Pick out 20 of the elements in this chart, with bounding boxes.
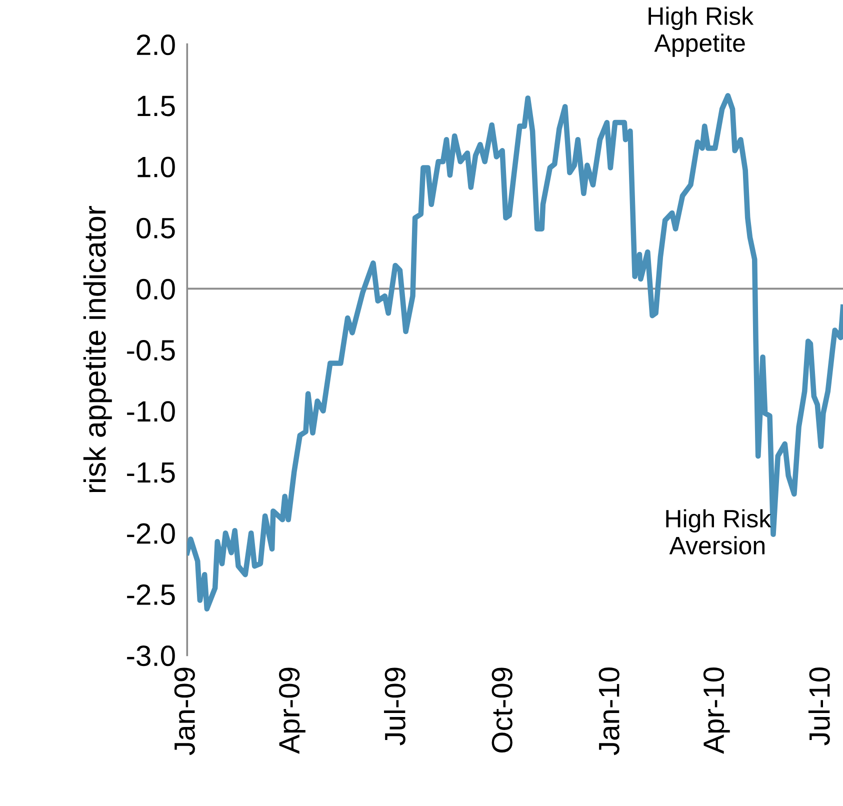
x-tick-label: Jan-10 bbox=[598, 668, 620, 756]
y-tick-label: -3.0 bbox=[127, 645, 175, 666]
x-tick-label: Jan-09 bbox=[174, 668, 195, 756]
y-tick-label: 0.5 bbox=[136, 218, 175, 238]
x-tick-label: Apr-10 bbox=[703, 668, 730, 754]
y-tick-label: -1.0 bbox=[127, 401, 175, 422]
x-tick-label: Oct-09 bbox=[492, 668, 512, 753]
y-tick-label: -1.5 bbox=[127, 462, 175, 483]
y-tick-label: 1.5 bbox=[138, 96, 175, 116]
y-tick-label: 1.0 bbox=[138, 156, 175, 178]
y-tick-label: -2.5 bbox=[127, 584, 175, 606]
y-tick-label: 2.0 bbox=[136, 34, 175, 56]
x-tick-label: Jul-10 bbox=[808, 668, 830, 746]
y-tick-label: 0.0 bbox=[136, 278, 175, 300]
y-axis-title: risk appetite indicator bbox=[83, 206, 112, 492]
y-tick-label: -0.5 bbox=[127, 340, 175, 361]
annotation: High Risk Appetite bbox=[648, 6, 754, 57]
x-tick-label: Jul-09 bbox=[384, 668, 406, 746]
x-tick-label: Apr-09 bbox=[278, 668, 306, 754]
y-tick-label: -2.0 bbox=[127, 523, 175, 544]
